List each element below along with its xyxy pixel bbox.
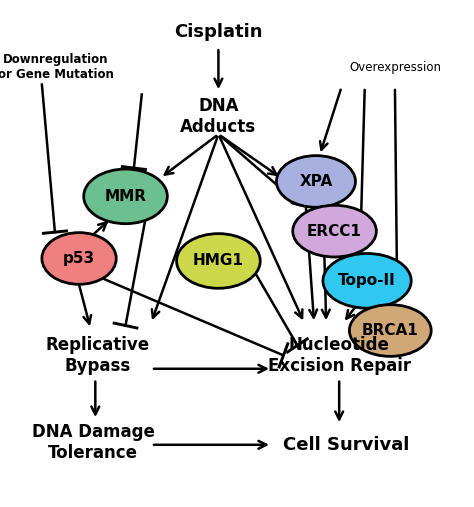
Ellipse shape — [177, 234, 260, 288]
Text: p53: p53 — [63, 251, 95, 266]
Text: Downregulation
or Gene Mutation: Downregulation or Gene Mutation — [0, 53, 114, 81]
Text: Topo-II: Topo-II — [338, 273, 396, 288]
Text: DNA
Adducts: DNA Adducts — [180, 97, 256, 136]
Ellipse shape — [84, 169, 167, 224]
Ellipse shape — [323, 254, 411, 308]
Text: Cisplatin: Cisplatin — [174, 23, 263, 42]
Text: ERCC1: ERCC1 — [307, 224, 362, 239]
Text: DNA Damage
Tolerance: DNA Damage Tolerance — [32, 423, 155, 462]
Text: XPA: XPA — [300, 174, 333, 189]
Text: Overexpression: Overexpression — [349, 61, 441, 74]
Ellipse shape — [349, 305, 431, 356]
Text: HMG1: HMG1 — [193, 254, 244, 268]
Text: BRCA1: BRCA1 — [362, 323, 419, 338]
Ellipse shape — [42, 233, 116, 284]
Ellipse shape — [276, 156, 356, 207]
Ellipse shape — [293, 205, 376, 257]
Text: MMR: MMR — [104, 189, 146, 204]
Text: Replicative
Bypass: Replicative Bypass — [46, 336, 150, 375]
Text: Nucleotide
Excision Repair: Nucleotide Excision Repair — [268, 336, 411, 375]
Text: Cell Survival: Cell Survival — [283, 436, 410, 454]
